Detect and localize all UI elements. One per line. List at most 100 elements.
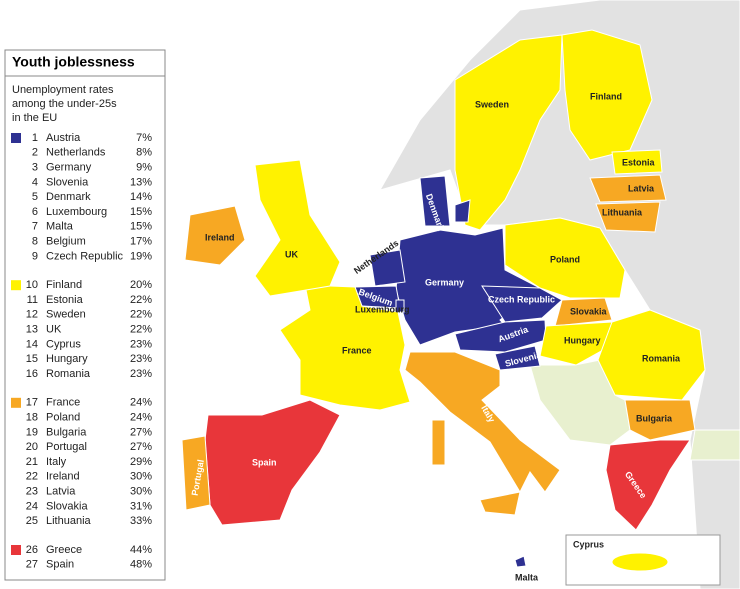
legend-country: Czech Republic xyxy=(46,250,124,262)
legend-rate: 7% xyxy=(136,132,152,144)
latvia xyxy=(589,174,667,203)
legend-rate: 23% xyxy=(130,368,152,380)
lithuania xyxy=(595,201,661,233)
legend-rank: 20 xyxy=(26,441,38,453)
legend-country: Estonia xyxy=(46,294,84,306)
legend-rank: 14 xyxy=(26,338,38,350)
legend-country: Germany xyxy=(46,162,92,174)
legend-title: Youth joblessness xyxy=(12,54,135,70)
czech-republic xyxy=(481,285,563,323)
legend-rate: 14% xyxy=(130,191,152,203)
map-label: Malta xyxy=(515,572,539,582)
ireland xyxy=(184,205,246,266)
bulgaria xyxy=(624,399,696,441)
legend-swatch xyxy=(11,545,21,555)
legend-country: UK xyxy=(46,324,62,336)
legend-rate: 48% xyxy=(130,559,152,571)
legend-rank: 6 xyxy=(32,206,38,218)
legend: Youth joblessness Unemployment rates amon… xyxy=(4,49,166,581)
legend-rank: 15 xyxy=(26,353,38,365)
denmark xyxy=(419,175,451,227)
map-label: Sweden xyxy=(475,99,509,109)
legend-country: Austria xyxy=(46,132,81,144)
uk xyxy=(254,159,341,297)
legend-rate: 27% xyxy=(130,426,152,438)
slovenia xyxy=(494,345,541,371)
sicily xyxy=(479,491,521,516)
legend-rank: 18 xyxy=(26,412,38,424)
legend-swatch xyxy=(11,280,21,291)
legend-rank: 12 xyxy=(26,309,38,321)
legend-country: Belgium xyxy=(46,236,86,248)
map-label: Germany xyxy=(425,277,464,287)
legend-country: Italy xyxy=(46,456,67,468)
legend-country: France xyxy=(46,397,80,409)
italy xyxy=(404,351,561,494)
legend-rank: 22 xyxy=(26,471,38,483)
map-label: Czech Republic xyxy=(488,294,555,304)
legend-rate: 9% xyxy=(136,162,152,174)
legend-rank: 19 xyxy=(26,426,38,438)
legend-rank: 27 xyxy=(26,559,38,571)
legend-country: Finland xyxy=(46,279,82,291)
sardinia xyxy=(431,419,446,466)
legend-country: Ireland xyxy=(46,471,80,483)
legend-rank: 16 xyxy=(26,368,38,380)
legend-rank: 4 xyxy=(32,176,38,188)
legend-rate: 13% xyxy=(130,176,152,188)
legend-rate: 30% xyxy=(130,486,152,498)
legend-rate: 30% xyxy=(130,471,152,483)
legend-rate: 24% xyxy=(130,412,152,424)
map-label: Poland xyxy=(550,254,580,264)
legend-rank: 5 xyxy=(32,191,38,203)
legend-rank: 2 xyxy=(32,147,38,159)
legend-rank: 26 xyxy=(26,544,38,556)
legend-country: Luxembourg xyxy=(46,206,107,218)
map-label: UK xyxy=(285,249,298,259)
map-label: Spain xyxy=(252,457,277,467)
legend-rate: 20% xyxy=(130,279,152,291)
legend-country: Lithuania xyxy=(46,515,92,527)
legend-rate: 22% xyxy=(130,309,152,321)
legend-rate: 15% xyxy=(130,206,152,218)
legend-country: Spain xyxy=(46,559,74,571)
legend-country: Portugal xyxy=(46,441,87,453)
map-label: Estonia xyxy=(622,157,656,167)
legend-swatch xyxy=(11,397,21,408)
map-label: Ireland xyxy=(205,232,235,242)
legend-country: Bulgaria xyxy=(46,426,87,438)
legend-country: Latvia xyxy=(46,486,76,498)
legend-rate: 33% xyxy=(130,515,152,527)
estonia xyxy=(611,149,663,175)
map-label: Bulgaria xyxy=(636,413,673,423)
slovakia xyxy=(554,297,613,327)
finland xyxy=(561,29,653,161)
legend-country: Netherlands xyxy=(46,147,106,159)
map-label: Hungary xyxy=(564,335,601,345)
map-label: Romania xyxy=(642,353,681,363)
legend-country: Greece xyxy=(46,544,82,556)
legend-rate: 31% xyxy=(130,500,152,512)
legend-rate: 29% xyxy=(130,456,152,468)
legend-rank: 21 xyxy=(26,456,38,468)
legend-rate: 8% xyxy=(136,147,152,159)
legend-rate: 15% xyxy=(130,221,152,233)
legend-rank: 25 xyxy=(26,515,38,527)
legend-rank: 23 xyxy=(26,486,38,498)
map-label: Luxembourg xyxy=(355,304,410,314)
legend-rank: 13 xyxy=(26,324,38,336)
legend-swatch xyxy=(11,133,21,143)
countries xyxy=(181,29,706,568)
turkey xyxy=(689,429,740,461)
cyprus xyxy=(611,552,669,572)
legend-country: Sweden xyxy=(46,309,86,321)
legend-country: Slovakia xyxy=(46,500,88,512)
legend-rank: 10 xyxy=(26,279,38,291)
legend-rate: 24% xyxy=(130,397,152,409)
legend-rate: 17% xyxy=(130,236,152,248)
legend-rate: 44% xyxy=(130,544,152,556)
legend-rate: 19% xyxy=(130,250,152,262)
legend-country: Poland xyxy=(46,412,80,424)
legend-subtitle: Unemployment rates xyxy=(12,84,114,96)
